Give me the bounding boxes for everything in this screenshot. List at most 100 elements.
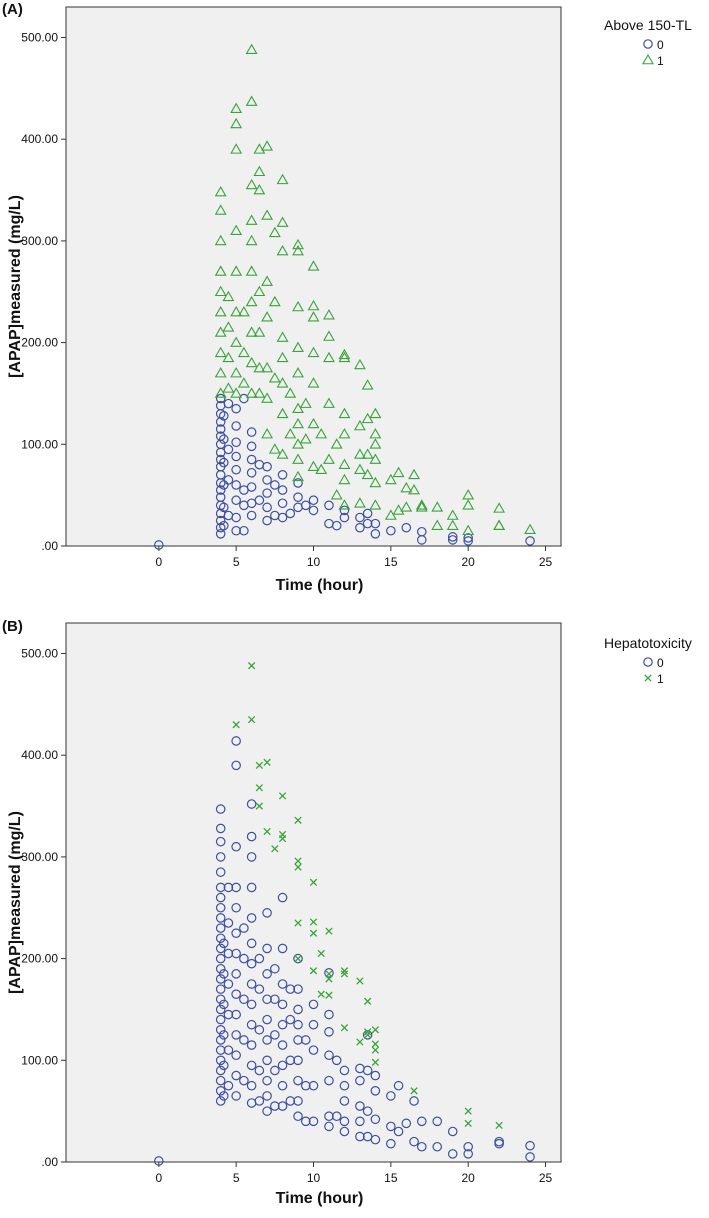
data-point [231, 480, 241, 490]
data-point [215, 994, 226, 1005]
data-point [261, 428, 274, 439]
data-point [254, 1096, 265, 1106]
data-point [218, 434, 229, 445]
data-point [308, 505, 319, 516]
data-point [293, 1035, 303, 1045]
data-point [307, 260, 320, 271]
data-point [355, 1131, 365, 1142]
legend: Hepatotoxicity 0 1 [604, 635, 692, 686]
data-point [292, 417, 304, 429]
data-point [294, 954, 302, 963]
data-point [416, 1141, 427, 1152]
data-point [356, 977, 364, 985]
data-point [247, 662, 256, 670]
data-point [293, 1096, 303, 1106]
data-point [371, 1046, 380, 1054]
data-point [262, 1075, 272, 1086]
data-point [324, 968, 334, 978]
data-point [300, 1035, 311, 1045]
data-point [355, 522, 365, 533]
data-point [292, 238, 304, 250]
data-point [262, 502, 272, 513]
data-point [370, 518, 381, 529]
data-point [338, 499, 351, 510]
data-point [245, 43, 258, 55]
data-point [231, 1030, 241, 1040]
data-point [355, 1075, 365, 1086]
data-point [369, 476, 382, 488]
data-point [524, 523, 537, 535]
data-point [386, 525, 396, 536]
data-point [215, 454, 226, 465]
data-point [230, 265, 243, 276]
x-axis-title: Time (hour) [276, 1190, 364, 1207]
data-point [222, 321, 235, 332]
x-tick-label: 15 [384, 1171, 398, 1185]
data-point [384, 509, 397, 520]
data-point [462, 524, 475, 536]
data-point [307, 346, 320, 358]
data-point [392, 504, 405, 515]
data-point [431, 519, 444, 530]
data-point [299, 397, 312, 408]
data-point [340, 967, 349, 975]
data-point [371, 1040, 380, 1048]
data-point [215, 892, 226, 903]
data-point [277, 470, 288, 480]
data-point [270, 1030, 280, 1040]
data-point [330, 438, 343, 449]
data-point [293, 953, 303, 964]
data-point [255, 761, 264, 770]
data-point [408, 468, 420, 480]
data-point [231, 882, 241, 893]
data-point [218, 457, 229, 468]
data-point [223, 979, 234, 989]
data-point [247, 715, 256, 724]
data-point [215, 882, 226, 893]
data-point [223, 882, 234, 893]
data-point [447, 532, 458, 542]
legend-marker [642, 53, 654, 65]
x-tick-label: 25 [539, 555, 553, 569]
data-point [309, 929, 318, 937]
data-point [246, 1019, 257, 1030]
data-point [270, 480, 280, 490]
data-point [324, 1050, 334, 1061]
data-point [245, 95, 258, 106]
data-point [262, 1014, 272, 1025]
data-point [432, 1116, 443, 1127]
data-point [339, 1116, 350, 1127]
data-point [409, 1136, 419, 1147]
data-point [292, 244, 304, 256]
data-point [215, 1096, 226, 1106]
data-point [353, 419, 366, 431]
legend-entry: 1 [657, 54, 664, 68]
data-point [338, 428, 351, 439]
data-point [277, 892, 288, 903]
data-point [353, 497, 366, 508]
data-point [308, 495, 319, 506]
data-point [292, 300, 304, 312]
data-point [285, 1096, 296, 1106]
data-point [237, 377, 250, 388]
data-point [215, 1024, 226, 1035]
data-point [299, 433, 312, 444]
plot-area [65, 622, 562, 1163]
data-point [401, 522, 412, 533]
data-point [215, 836, 226, 847]
data-point [215, 953, 226, 964]
data-point [462, 499, 475, 510]
data-point [246, 482, 257, 492]
data-point [293, 1019, 303, 1030]
data-point [277, 512, 288, 523]
data-point [285, 984, 296, 994]
data-point [464, 1107, 472, 1115]
data-point [294, 863, 302, 871]
data-point [231, 1050, 241, 1061]
data-point [276, 173, 289, 185]
data-point [307, 417, 320, 429]
data-point [369, 438, 382, 449]
data-point [307, 377, 320, 388]
data-point [324, 1111, 334, 1122]
